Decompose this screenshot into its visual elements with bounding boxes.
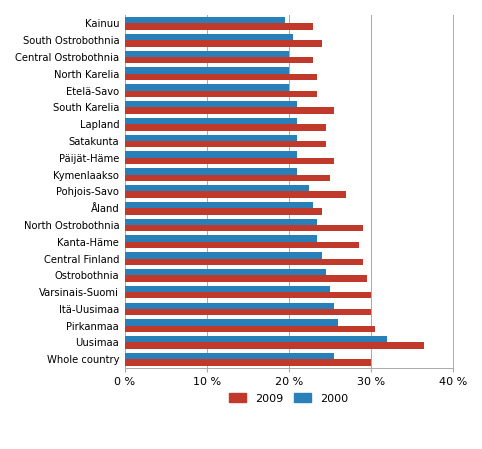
- Bar: [125, 242, 359, 248]
- Bar: [125, 91, 318, 97]
- Bar: [125, 259, 362, 265]
- Bar: [125, 319, 338, 326]
- Bar: [125, 57, 313, 63]
- Bar: [125, 202, 313, 208]
- Legend: 2009, 2000: 2009, 2000: [225, 389, 352, 408]
- Bar: [125, 84, 289, 91]
- Bar: [125, 124, 326, 131]
- Bar: [125, 219, 318, 225]
- Bar: [125, 141, 326, 147]
- Bar: [125, 175, 330, 181]
- Bar: [125, 292, 371, 299]
- Bar: [125, 286, 330, 292]
- Bar: [125, 309, 371, 315]
- Bar: [125, 336, 387, 343]
- Bar: [125, 191, 346, 198]
- Bar: [125, 34, 293, 40]
- Bar: [125, 67, 289, 74]
- Bar: [125, 359, 371, 365]
- Bar: [125, 151, 297, 158]
- Bar: [125, 168, 297, 175]
- Bar: [125, 135, 297, 141]
- Bar: [125, 107, 334, 114]
- Bar: [125, 40, 321, 47]
- Bar: [125, 208, 321, 215]
- Bar: [125, 252, 321, 259]
- Bar: [125, 51, 289, 57]
- Bar: [125, 269, 326, 275]
- Bar: [125, 303, 334, 309]
- Bar: [125, 185, 309, 191]
- Bar: [125, 235, 318, 242]
- Bar: [125, 225, 362, 231]
- Bar: [125, 343, 424, 349]
- Bar: [125, 353, 334, 359]
- Bar: [125, 17, 285, 23]
- Bar: [125, 118, 297, 124]
- Bar: [125, 74, 318, 80]
- Bar: [125, 326, 375, 332]
- Bar: [125, 158, 334, 164]
- Bar: [125, 101, 297, 107]
- Bar: [125, 23, 313, 30]
- Bar: [125, 275, 367, 282]
